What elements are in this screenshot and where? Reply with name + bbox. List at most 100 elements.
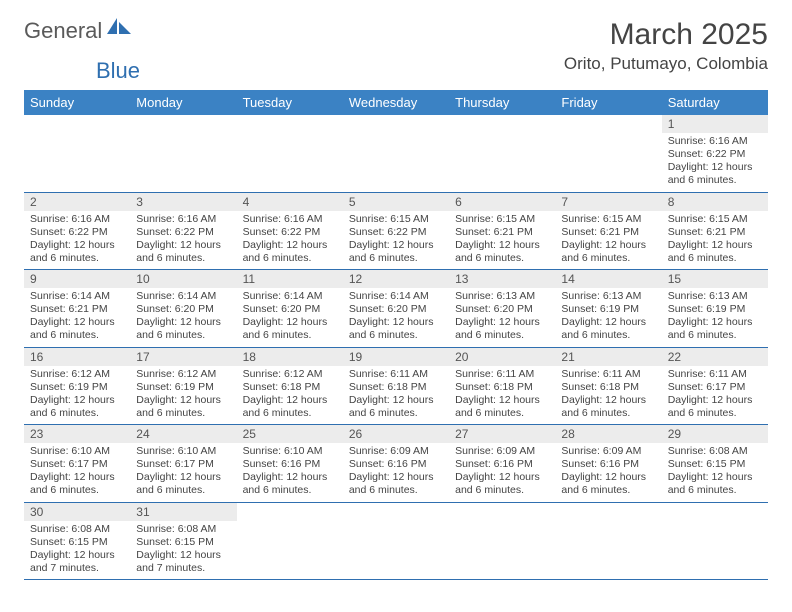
day-number: 9 <box>24 270 130 288</box>
calendar-cell: 7Sunrise: 6:15 AMSunset: 6:21 PMDaylight… <box>555 192 661 270</box>
calendar-cell: 22Sunrise: 6:11 AMSunset: 6:17 PMDayligh… <box>662 347 768 425</box>
calendar-cell: 2Sunrise: 6:16 AMSunset: 6:22 PMDaylight… <box>24 192 130 270</box>
day-number: 25 <box>237 425 343 443</box>
calendar-row: 9Sunrise: 6:14 AMSunset: 6:21 PMDaylight… <box>24 270 768 348</box>
calendar-cell: 3Sunrise: 6:16 AMSunset: 6:22 PMDaylight… <box>130 192 236 270</box>
day-number: 21 <box>555 348 661 366</box>
day-number: 16 <box>24 348 130 366</box>
calendar-cell: 12Sunrise: 6:14 AMSunset: 6:20 PMDayligh… <box>343 270 449 348</box>
calendar-cell: 9Sunrise: 6:14 AMSunset: 6:21 PMDaylight… <box>24 270 130 348</box>
day-details: Sunrise: 6:11 AMSunset: 6:17 PMDaylight:… <box>662 366 768 425</box>
day-number: 17 <box>130 348 236 366</box>
calendar-cell-empty <box>343 115 449 192</box>
day-details: Sunrise: 6:16 AMSunset: 6:22 PMDaylight:… <box>24 211 130 270</box>
calendar-cell: 24Sunrise: 6:10 AMSunset: 6:17 PMDayligh… <box>130 425 236 503</box>
day-details: Sunrise: 6:10 AMSunset: 6:17 PMDaylight:… <box>24 443 130 502</box>
day-number: 24 <box>130 425 236 443</box>
day-number: 20 <box>449 348 555 366</box>
day-details: Sunrise: 6:10 AMSunset: 6:17 PMDaylight:… <box>130 443 236 502</box>
weekday-header: Saturday <box>662 90 768 115</box>
calendar-cell-empty <box>237 502 343 580</box>
day-number: 19 <box>343 348 449 366</box>
day-number: 15 <box>662 270 768 288</box>
calendar-cell-empty <box>555 502 661 580</box>
day-number: 13 <box>449 270 555 288</box>
day-number: 8 <box>662 193 768 211</box>
day-number: 31 <box>130 503 236 521</box>
day-details: Sunrise: 6:15 AMSunset: 6:21 PMDaylight:… <box>555 211 661 270</box>
calendar-cell: 25Sunrise: 6:10 AMSunset: 6:16 PMDayligh… <box>237 425 343 503</box>
calendar-table: SundayMondayTuesdayWednesdayThursdayFrid… <box>24 90 768 580</box>
day-details: Sunrise: 6:15 AMSunset: 6:21 PMDaylight:… <box>662 211 768 270</box>
calendar-cell-empty <box>24 115 130 192</box>
calendar-cell: 11Sunrise: 6:14 AMSunset: 6:20 PMDayligh… <box>237 270 343 348</box>
day-number: 27 <box>449 425 555 443</box>
calendar-row: 23Sunrise: 6:10 AMSunset: 6:17 PMDayligh… <box>24 425 768 503</box>
calendar-cell-empty <box>449 115 555 192</box>
day-details: Sunrise: 6:13 AMSunset: 6:19 PMDaylight:… <box>662 288 768 347</box>
day-details: Sunrise: 6:14 AMSunset: 6:20 PMDaylight:… <box>130 288 236 347</box>
day-details: Sunrise: 6:12 AMSunset: 6:19 PMDaylight:… <box>130 366 236 425</box>
weekday-header: Tuesday <box>237 90 343 115</box>
calendar-cell: 20Sunrise: 6:11 AMSunset: 6:18 PMDayligh… <box>449 347 555 425</box>
day-details: Sunrise: 6:16 AMSunset: 6:22 PMDaylight:… <box>237 211 343 270</box>
day-number: 3 <box>130 193 236 211</box>
calendar-cell-empty <box>343 502 449 580</box>
day-number: 26 <box>343 425 449 443</box>
calendar-cell: 1Sunrise: 6:16 AMSunset: 6:22 PMDaylight… <box>662 115 768 192</box>
day-number: 29 <box>662 425 768 443</box>
calendar-cell: 30Sunrise: 6:08 AMSunset: 6:15 PMDayligh… <box>24 502 130 580</box>
weekday-header: Sunday <box>24 90 130 115</box>
calendar-cell: 21Sunrise: 6:11 AMSunset: 6:18 PMDayligh… <box>555 347 661 425</box>
logo: General <box>24 18 135 44</box>
day-number: 28 <box>555 425 661 443</box>
day-details: Sunrise: 6:08 AMSunset: 6:15 PMDaylight:… <box>24 521 130 580</box>
day-number: 18 <box>237 348 343 366</box>
calendar-cell: 31Sunrise: 6:08 AMSunset: 6:15 PMDayligh… <box>130 502 236 580</box>
calendar-cell: 27Sunrise: 6:09 AMSunset: 6:16 PMDayligh… <box>449 425 555 503</box>
logo-text-general: General <box>24 18 102 44</box>
day-number: 1 <box>662 115 768 133</box>
calendar-cell: 10Sunrise: 6:14 AMSunset: 6:20 PMDayligh… <box>130 270 236 348</box>
day-details: Sunrise: 6:14 AMSunset: 6:20 PMDaylight:… <box>343 288 449 347</box>
logo-sail-icon <box>107 16 133 41</box>
calendar-row: 30Sunrise: 6:08 AMSunset: 6:15 PMDayligh… <box>24 502 768 580</box>
calendar-cell: 5Sunrise: 6:15 AMSunset: 6:22 PMDaylight… <box>343 192 449 270</box>
day-number: 30 <box>24 503 130 521</box>
calendar-row: 1Sunrise: 6:16 AMSunset: 6:22 PMDaylight… <box>24 115 768 192</box>
day-details: Sunrise: 6:09 AMSunset: 6:16 PMDaylight:… <box>555 443 661 502</box>
calendar-cell: 28Sunrise: 6:09 AMSunset: 6:16 PMDayligh… <box>555 425 661 503</box>
day-details: Sunrise: 6:11 AMSunset: 6:18 PMDaylight:… <box>555 366 661 425</box>
weekday-header: Friday <box>555 90 661 115</box>
day-number: 11 <box>237 270 343 288</box>
day-details: Sunrise: 6:16 AMSunset: 6:22 PMDaylight:… <box>662 133 768 192</box>
day-details: Sunrise: 6:14 AMSunset: 6:21 PMDaylight:… <box>24 288 130 347</box>
day-details: Sunrise: 6:09 AMSunset: 6:16 PMDaylight:… <box>343 443 449 502</box>
calendar-row: 2Sunrise: 6:16 AMSunset: 6:22 PMDaylight… <box>24 192 768 270</box>
day-details: Sunrise: 6:12 AMSunset: 6:19 PMDaylight:… <box>24 366 130 425</box>
calendar-cell-empty <box>449 502 555 580</box>
calendar-cell: 16Sunrise: 6:12 AMSunset: 6:19 PMDayligh… <box>24 347 130 425</box>
title-location: Orito, Putumayo, Colombia <box>564 54 768 74</box>
calendar-cell: 14Sunrise: 6:13 AMSunset: 6:19 PMDayligh… <box>555 270 661 348</box>
day-number: 7 <box>555 193 661 211</box>
day-number: 6 <box>449 193 555 211</box>
day-number: 22 <box>662 348 768 366</box>
weekday-header-row: SundayMondayTuesdayWednesdayThursdayFrid… <box>24 90 768 115</box>
title-month: March 2025 <box>564 18 768 52</box>
logo-text-blue: Blue <box>96 58 140 83</box>
day-details: Sunrise: 6:09 AMSunset: 6:16 PMDaylight:… <box>449 443 555 502</box>
day-details: Sunrise: 6:08 AMSunset: 6:15 PMDaylight:… <box>662 443 768 502</box>
day-details: Sunrise: 6:16 AMSunset: 6:22 PMDaylight:… <box>130 211 236 270</box>
calendar-cell-empty <box>555 115 661 192</box>
calendar-cell: 6Sunrise: 6:15 AMSunset: 6:21 PMDaylight… <box>449 192 555 270</box>
calendar-cell-empty <box>662 502 768 580</box>
day-details: Sunrise: 6:14 AMSunset: 6:20 PMDaylight:… <box>237 288 343 347</box>
day-details: Sunrise: 6:10 AMSunset: 6:16 PMDaylight:… <box>237 443 343 502</box>
calendar-cell: 18Sunrise: 6:12 AMSunset: 6:18 PMDayligh… <box>237 347 343 425</box>
day-details: Sunrise: 6:11 AMSunset: 6:18 PMDaylight:… <box>449 366 555 425</box>
calendar-cell: 26Sunrise: 6:09 AMSunset: 6:16 PMDayligh… <box>343 425 449 503</box>
weekday-header: Wednesday <box>343 90 449 115</box>
day-number: 5 <box>343 193 449 211</box>
calendar-cell: 15Sunrise: 6:13 AMSunset: 6:19 PMDayligh… <box>662 270 768 348</box>
